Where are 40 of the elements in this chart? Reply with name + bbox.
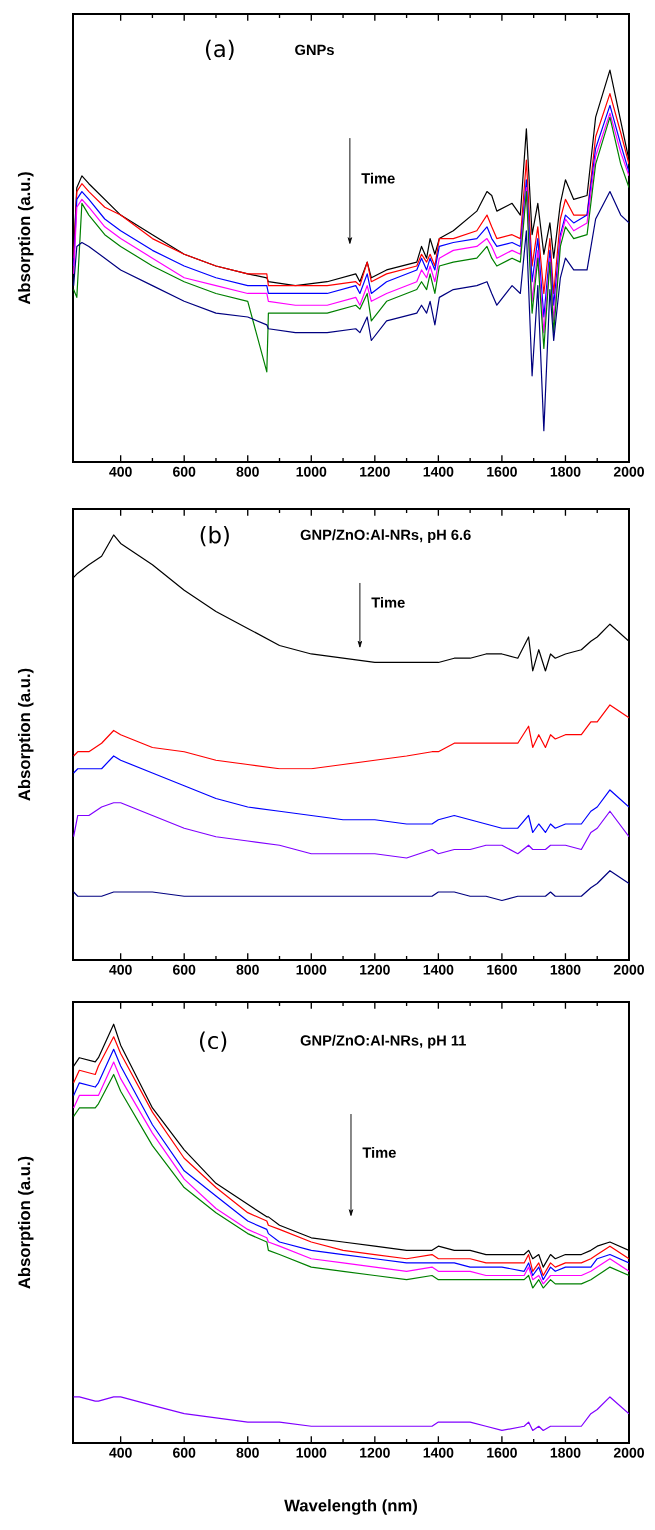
annotation: Time	[362, 1147, 396, 1158]
x-tick-label: 800	[236, 1447, 259, 1458]
x-tick-label: 2000	[613, 466, 644, 477]
x-tick-label: 1200	[360, 1447, 390, 1458]
x-axis-title: Wavelength (nm)	[284, 1499, 417, 1515]
x-tick-label: 400	[109, 1447, 132, 1458]
x-tick-label: 1600	[487, 964, 517, 975]
x-tick-label: 1000	[296, 964, 327, 975]
x-tick-label: 600	[173, 964, 196, 975]
x-tick-label: 1000	[296, 466, 327, 477]
x-tick-label: 1600	[487, 466, 517, 477]
x-tick-label: 1800	[550, 1447, 581, 1458]
annotation: Time	[371, 596, 405, 608]
x-tick-label: 1600	[487, 1447, 517, 1458]
x-tick-label: 800	[236, 964, 259, 975]
x-tick-label: 1400	[423, 1447, 454, 1458]
x-tick-label: 2000	[613, 964, 644, 975]
chart-title: (b)	[200, 525, 229, 547]
y-axis-title: Absorption (a.u.)	[17, 172, 34, 305]
text: GNP/ZnO:Al-NRs, pH 11	[300, 1034, 466, 1049]
chart-title: (c)	[199, 1031, 227, 1052]
x-tick-label: 400	[109, 466, 132, 477]
y-axis-title: Absorption (a.u.)	[17, 668, 34, 801]
x-tick-label: 800	[236, 466, 259, 477]
x-tick-label: 1200	[360, 466, 390, 477]
annotation: Time	[361, 172, 395, 184]
y-axis-title: Absorption (a.u.)	[17, 1156, 34, 1289]
x-tick-label: 600	[173, 1447, 196, 1458]
x-tick-label: 1200	[360, 964, 390, 975]
x-tick-label: 1000	[296, 1447, 327, 1458]
chart-subtitle: GNP/ZnO:Al-NRs, pH 6.6	[300, 529, 471, 543]
x-tick-label: 1800	[550, 466, 581, 477]
chart-subtitle: GNPs	[295, 44, 334, 56]
x-tick-label: 600	[173, 466, 196, 477]
x-tick-label: 2000	[613, 1447, 644, 1458]
x-tick-label: 1400	[423, 466, 454, 477]
x-tick-label: 1400	[423, 964, 454, 975]
chart-title: (a)	[205, 39, 234, 60]
x-tick-label: 400	[109, 964, 132, 975]
x-tick-label: 1800	[550, 964, 581, 975]
